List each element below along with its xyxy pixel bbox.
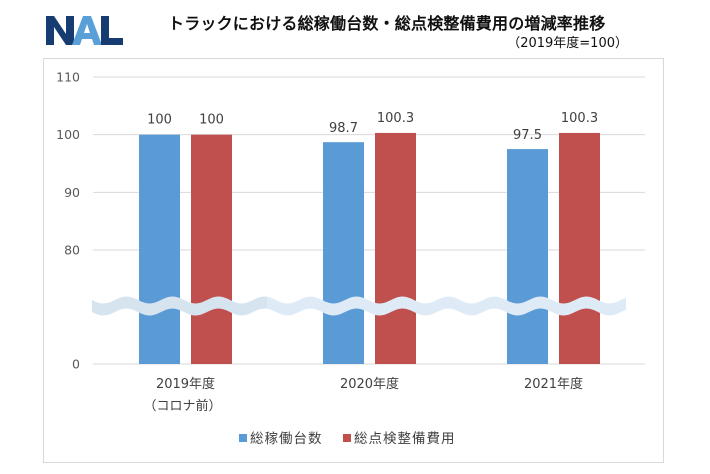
- data-label: 100: [199, 113, 224, 128]
- chart-frame: [43, 58, 664, 463]
- data-label: 100.3: [561, 111, 598, 126]
- bar-total-operating: [323, 142, 364, 364]
- logo-letter-a: [72, 16, 102, 45]
- y-tick-label: 110: [56, 70, 80, 85]
- data-label: 97.5: [513, 128, 542, 143]
- y-tick-label: 0: [72, 357, 80, 372]
- data-label: 98.7: [329, 121, 358, 136]
- bar-total-operating: [139, 134, 180, 364]
- x-category-label: 2019年度: [156, 376, 215, 392]
- x-category-label: 2021年度: [524, 376, 583, 392]
- bar-maintenance-cost: [375, 132, 416, 364]
- y-tick-label: 100: [56, 127, 80, 142]
- legend: 総稼働台数 総点検整備費用: [239, 431, 456, 447]
- legend-label: 総点検整備費用: [354, 431, 456, 447]
- data-labels: 100 98.7 97.5 100 100.3 100.3: [147, 111, 598, 143]
- chart-subtitle: （2019年度=100）: [507, 36, 628, 51]
- nal-logo: [46, 16, 123, 45]
- data-label: 100: [147, 113, 172, 128]
- legend-label: 総稼働台数: [250, 431, 323, 447]
- x-axis-categories: 2019年度 （コロナ前） 2020年度 2021年度: [143, 376, 583, 414]
- logo-letter-l: [101, 16, 123, 45]
- legend-swatch: [239, 434, 247, 442]
- data-label: 100.3: [377, 111, 414, 126]
- chart-title: トラックにおける総稼働台数・総点検整備費用の増減率推移: [168, 14, 606, 33]
- y-tick-label: 90: [64, 185, 80, 200]
- x-category-label: 2020年度: [340, 376, 399, 392]
- axis-break-band: [92, 296, 626, 316]
- legend-swatch: [343, 434, 351, 442]
- bars: [139, 132, 600, 364]
- x-category-sublabel: （コロナ前）: [143, 398, 221, 414]
- logo-letter-n: [46, 16, 74, 45]
- bar-total-operating: [507, 149, 548, 364]
- y-axis-ticks: 110 100 90 80 0: [56, 70, 80, 372]
- bar-maintenance-cost: [191, 134, 232, 364]
- gridlines: [93, 76, 645, 365]
- bar-maintenance-cost: [559, 132, 600, 364]
- y-tick-label: 80: [64, 243, 80, 258]
